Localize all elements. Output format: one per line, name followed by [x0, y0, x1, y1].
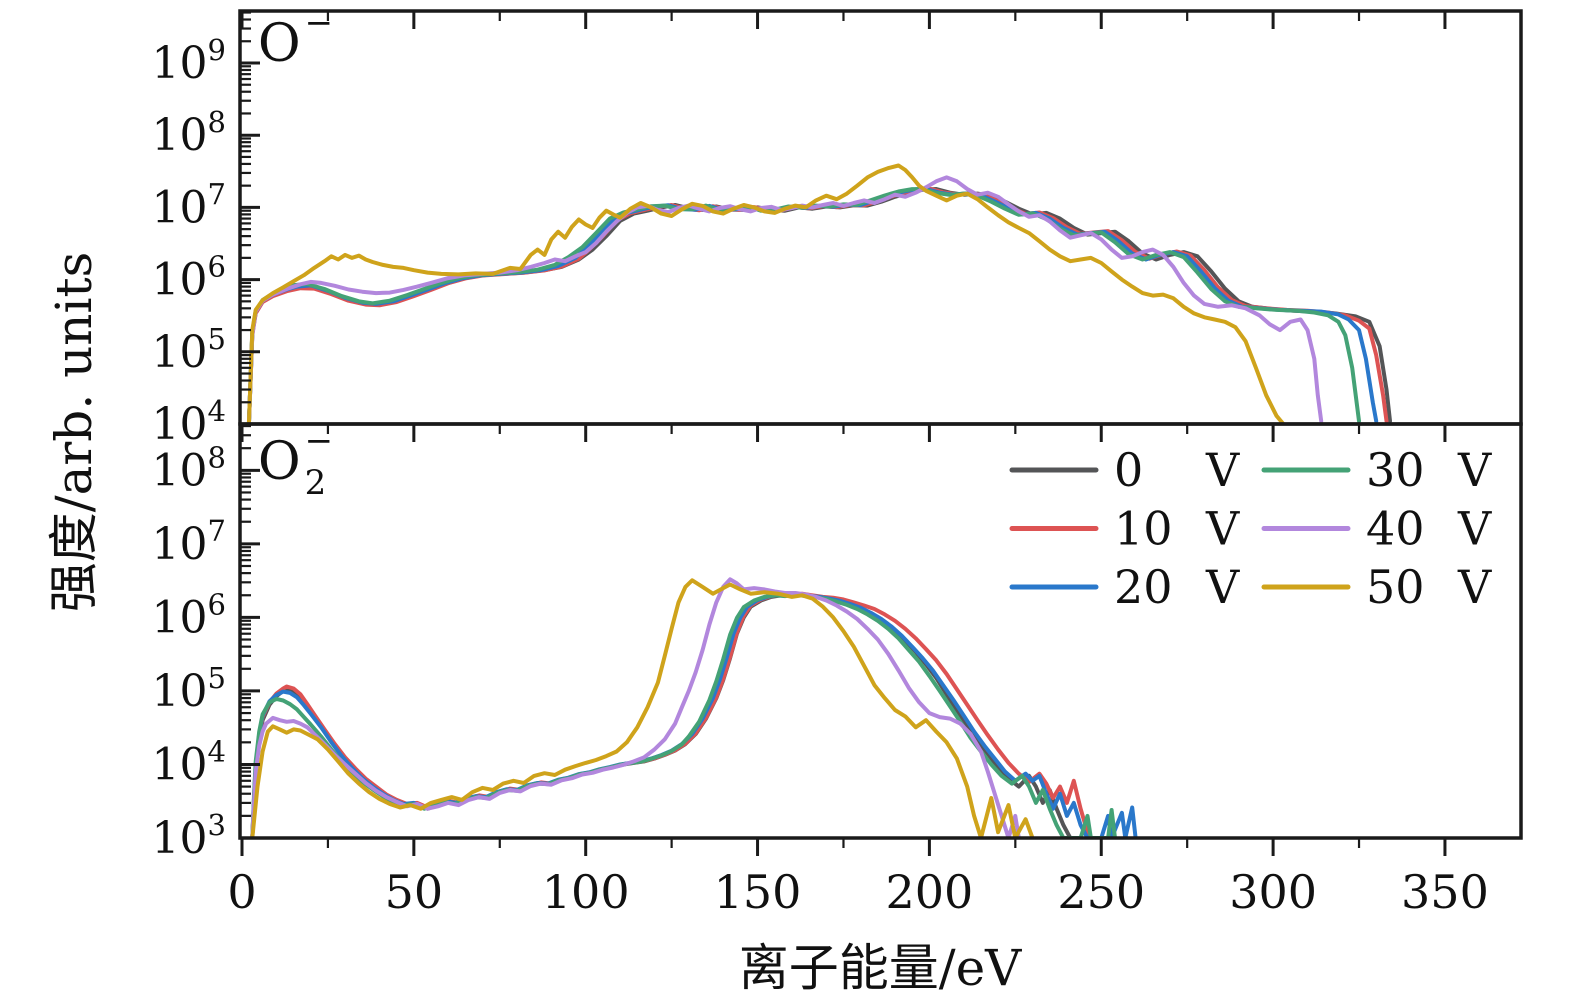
legend-value-40V: 40: [1366, 502, 1425, 556]
x-tick-label-0: 0: [227, 865, 256, 919]
legend-unit-40V: V: [1457, 502, 1492, 556]
x-tick-label-150: 150: [714, 865, 802, 919]
legend-unit-50V: V: [1457, 560, 1492, 614]
x-tick-label-350: 350: [1401, 865, 1489, 919]
legend-unit-30V: V: [1457, 443, 1492, 497]
legend-unit-0V: V: [1205, 443, 1240, 497]
series-50V: [250, 578, 1035, 838]
legend: 0 V 10 V 20 V 30 V 40 V 50 V: [1009, 443, 1492, 614]
legend-value-20V: 20: [1114, 560, 1173, 614]
panel-0-curves: [246, 163, 1392, 424]
legend-unit-10V: V: [1205, 502, 1240, 556]
panel-1-curves: [250, 577, 1138, 838]
panel-1-ticks: [240, 424, 1447, 856]
legend-value-0V: 0: [1114, 443, 1143, 497]
x-axis-title: 离子能量/eV: [738, 939, 1022, 997]
panel-label-supsub: −: [301, 3, 335, 71]
panel-label-sup: −: [304, 421, 334, 461]
x-tick-label-250: 250: [1057, 865, 1145, 919]
legend-unit-20V: V: [1205, 560, 1240, 614]
series-40V: [250, 577, 1021, 838]
x-tick-label-50: 50: [385, 865, 444, 919]
panel-label-base: O: [258, 432, 301, 492]
y-axis-title: 强度/arb. units: [45, 251, 103, 613]
panel-label-sup: −: [304, 3, 334, 43]
legend-value-50V: 50: [1366, 560, 1425, 614]
panel-label-supsub: −2: [301, 421, 335, 503]
panel-label-o-minus: O −: [258, 3, 335, 74]
panel-1-frame: [238, 422, 1523, 840]
y-tick-label-1e5: 105: [152, 322, 226, 378]
panel-label-base: O: [258, 14, 301, 74]
series-50V: [246, 163, 1286, 424]
x-tick-label-300: 300: [1229, 865, 1317, 919]
legend-value-30V: 30: [1366, 443, 1425, 497]
panel-label-sub: 2: [304, 463, 327, 503]
series-40V: [246, 175, 1324, 424]
x-tick-label-200: 200: [885, 865, 973, 919]
legend-value-10V: 10: [1114, 502, 1173, 556]
panel-0-ticks: [240, 11, 1447, 426]
x-tick-label-100: 100: [542, 865, 630, 919]
panel-label-o2-minus: O −2: [258, 421, 335, 503]
